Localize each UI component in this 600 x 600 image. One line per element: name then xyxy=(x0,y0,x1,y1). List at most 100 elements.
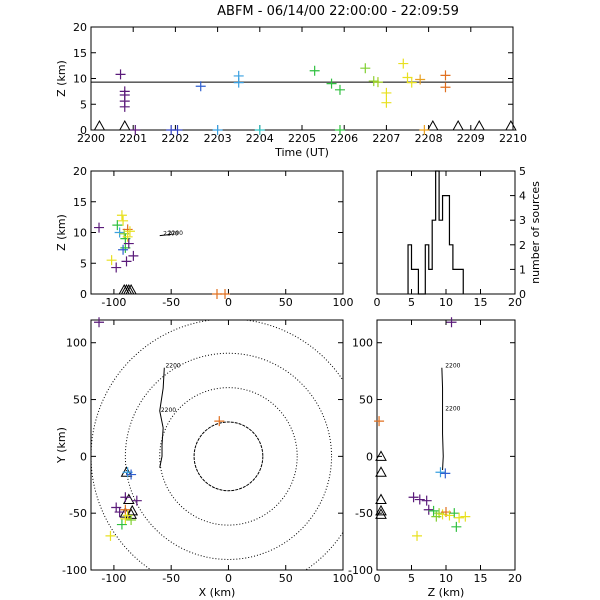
station-marker xyxy=(375,508,387,519)
altitude-histogram-xtick-label: 5 xyxy=(408,296,415,309)
source-point xyxy=(94,222,105,233)
source-point xyxy=(130,125,141,135)
source-point xyxy=(449,508,460,519)
plan-view-xtick-label: 50 xyxy=(279,572,293,585)
source-point xyxy=(454,512,465,523)
track-time-label: 2200 xyxy=(161,407,176,414)
altitude-histogram-ylabel: number of sources xyxy=(529,181,542,284)
source-point xyxy=(435,467,446,478)
track-time-label: 2200 xyxy=(445,362,460,369)
figure-title: ABFM - 06/14/00 22:00:00 - 22:09:59 xyxy=(217,4,459,19)
source-point xyxy=(326,78,337,89)
source-point xyxy=(440,70,451,81)
source-point xyxy=(119,101,130,112)
x-height-ytick-label: 20 xyxy=(73,165,87,178)
station-marker xyxy=(375,450,387,461)
altitude-histogram-xtick-label: 20 xyxy=(508,296,522,309)
track-time-label: 2200 xyxy=(165,362,180,369)
height-y-xtick-label: 5 xyxy=(408,572,415,585)
source-point xyxy=(334,125,345,135)
source-point xyxy=(423,504,434,515)
time-height-panel: 2200 2201 2202 2203 2204 2205 2206 2207 2208 2209… xyxy=(55,21,527,159)
source-point xyxy=(105,530,116,541)
x-height-ytick-label: 5 xyxy=(80,257,87,270)
source-point xyxy=(374,416,385,427)
source-point xyxy=(115,69,126,80)
height-y-xtick-label: 15 xyxy=(474,572,488,585)
histogram-bar xyxy=(425,245,428,294)
altitude-histogram-xtick-label: 15 xyxy=(474,296,488,309)
time-height-xtick-label: 2210 xyxy=(499,132,527,145)
plan-view-ytick-label: -100 xyxy=(62,564,87,577)
histogram-bar xyxy=(446,196,449,294)
source-point xyxy=(451,521,462,532)
source-point xyxy=(440,82,451,93)
track-time-label: 2200 xyxy=(445,406,460,413)
source-point xyxy=(126,515,137,525)
station-marker xyxy=(426,119,439,131)
histogram-bar xyxy=(456,269,459,294)
track-line xyxy=(159,367,165,468)
altitude-histogram-ytick-label: 4 xyxy=(519,190,526,203)
source-point xyxy=(334,84,345,95)
x-height-ytick-label: 0 xyxy=(80,288,87,301)
source-point xyxy=(114,507,125,518)
source-point xyxy=(131,495,142,506)
station-marker xyxy=(93,119,106,131)
histogram-step-line xyxy=(407,170,464,295)
plan-view-ytick-label: 0 xyxy=(80,450,87,463)
altitude-histogram-ytick-label: 2 xyxy=(519,239,526,252)
plan-view-ytick-label: 50 xyxy=(73,394,87,407)
histogram-bar xyxy=(415,269,418,294)
height-y-ytick-label: -50 xyxy=(355,507,373,520)
histogram-bar xyxy=(453,269,456,294)
time-height-xtick-label: 2209 xyxy=(457,132,485,145)
track-time-label: 2200 xyxy=(168,230,183,237)
source-point xyxy=(126,469,137,480)
plan-view-xtick-label: 0 xyxy=(225,572,232,585)
time-height-xtick-label: 2204 xyxy=(246,132,274,145)
source-point xyxy=(421,495,432,506)
plan-view-xtick-label: 100 xyxy=(333,572,354,585)
track-line xyxy=(159,233,172,237)
panels-layer: 2200 2201 2202 2203 2204 2205 2206 2207 2208 2209… xyxy=(55,21,542,599)
source-point xyxy=(120,492,131,503)
source-point xyxy=(414,494,425,505)
altitude-histogram-xtick-label: 10 xyxy=(439,296,453,309)
station-marker xyxy=(122,493,135,505)
source-point xyxy=(214,416,225,427)
time-height-xtick-label: 2201 xyxy=(119,132,147,145)
height-y-panel: 0 5 10 15 20 -100 -50 0 50 100 Z (km) 2200 2200 xyxy=(348,317,522,599)
plan-view-xtick-label: -50 xyxy=(162,572,180,585)
source-point xyxy=(460,511,471,522)
source-point xyxy=(398,58,409,69)
source-point xyxy=(121,256,132,267)
source-point xyxy=(233,77,244,88)
source-point xyxy=(120,504,131,515)
plan-view-axes-frame xyxy=(90,319,344,571)
station-marker xyxy=(375,504,387,516)
source-point xyxy=(372,77,383,88)
height-y-xtick-label: 20 xyxy=(508,572,522,585)
time-height-ylabel: Z (km) xyxy=(55,60,68,97)
histogram-bar xyxy=(460,269,463,294)
source-point xyxy=(402,72,413,83)
source-point xyxy=(118,244,129,255)
plan-view-panel: -100 -50 0 50 100 -100 -50 0 50 100 X (km) Y (km) 22… xyxy=(55,317,354,599)
source-point xyxy=(381,87,392,98)
source-point xyxy=(123,238,134,249)
source-point xyxy=(112,220,123,231)
x-height-ytick-label: 10 xyxy=(73,227,87,240)
time-height-ytick-label: 5 xyxy=(80,98,87,111)
plan-view-ytick-label: -50 xyxy=(69,507,87,520)
source-point xyxy=(172,125,183,135)
time-height-ytick-label: 20 xyxy=(73,21,87,34)
time-height-xtick-label: 2206 xyxy=(330,132,358,145)
time-height-ytick-label: 0 xyxy=(80,124,87,137)
station-marker xyxy=(473,119,486,131)
histogram-bar xyxy=(443,196,446,294)
